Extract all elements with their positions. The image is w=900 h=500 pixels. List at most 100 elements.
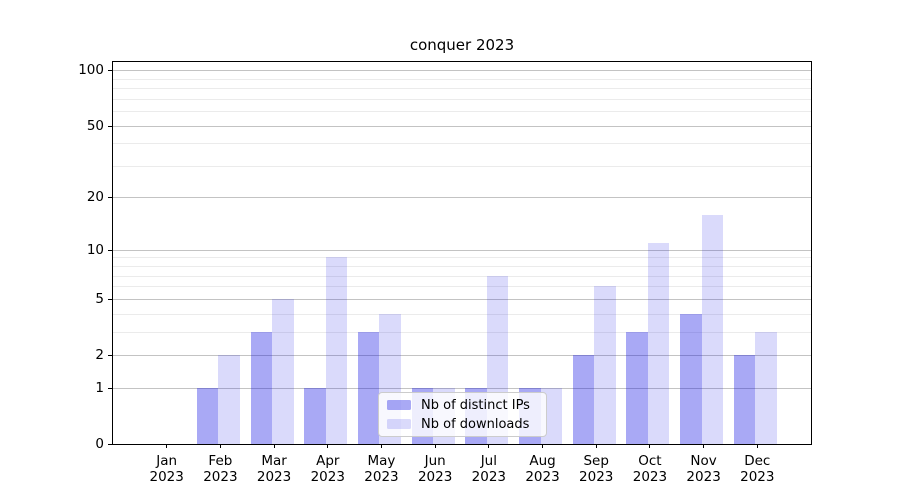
y-tick-label: 50	[86, 117, 104, 134]
bar-distinct-ips	[733, 355, 756, 444]
x-tick-label: Apr 2023	[293, 453, 363, 485]
minor-gridline	[113, 88, 811, 90]
x-tick-year: 2023	[525, 469, 560, 485]
bar-distinct-ips	[196, 387, 219, 444]
x-tick-label: May 2023	[346, 453, 416, 485]
y-tick-label: 1	[95, 379, 104, 396]
bar-downloads	[272, 298, 294, 444]
x-tick-month: Sep	[583, 453, 609, 469]
x-tick-label: Jan 2023	[132, 453, 202, 485]
legend: Nb of distinct IPs Nb of downloads	[378, 392, 547, 437]
x-tick-year: 2023	[740, 469, 775, 485]
minor-gridline	[113, 275, 811, 277]
x-tick-mark	[166, 444, 168, 448]
major-gridline	[113, 70, 811, 72]
minor-gridline	[113, 143, 811, 145]
major-gridline	[113, 125, 811, 127]
x-tick-month: Feb	[208, 453, 233, 469]
x-tick-month: Jan	[156, 453, 178, 469]
x-tick-mark	[219, 444, 221, 448]
x-tick-year: 2023	[686, 469, 721, 485]
legend-swatch	[387, 419, 411, 429]
x-tick-label: Nov 2023	[669, 453, 739, 485]
legend-label: Nb of distinct IPs	[421, 397, 530, 413]
x-tick-mark	[327, 444, 329, 448]
x-tick-label: Dec 2023	[722, 453, 792, 485]
bar-downloads	[647, 242, 670, 444]
bar-downloads	[701, 214, 724, 444]
bar-downloads	[325, 257, 348, 444]
y-tick-label: 100	[78, 62, 104, 79]
x-tick-label: Jun 2023	[400, 453, 470, 485]
x-tick-month: Oct	[638, 453, 662, 469]
bar-distinct-ips	[626, 331, 648, 444]
minor-gridline	[113, 165, 811, 167]
legend-label: Nb of downloads	[421, 416, 530, 432]
x-tick-month: Nov	[690, 453, 717, 469]
y-tick-mark	[108, 125, 113, 127]
minor-gridline	[113, 257, 811, 259]
x-tick-year: 2023	[471, 469, 507, 485]
bar-distinct-ips	[250, 331, 273, 444]
x-tick-month: Aug	[529, 453, 556, 469]
x-tick-label: Mar 2023	[239, 453, 309, 485]
x-tick-label: Jul 2023	[454, 453, 524, 485]
x-tick-mark	[380, 444, 382, 448]
y-axis: 0 1 2 5 10 20 50 100	[0, 62, 104, 452]
x-tick-year: 2023	[417, 469, 453, 485]
plot-area: Nb of distinct IPs Nb of downloads	[112, 61, 812, 445]
chart-title: conquer 2023	[409, 36, 515, 54]
legend-swatch	[387, 400, 411, 410]
x-tick-mark	[703, 444, 705, 448]
x-tick-month: Dec	[744, 453, 771, 469]
minor-gridline	[113, 286, 811, 288]
y-tick-label: 0	[95, 436, 104, 452]
y-tick-mark	[108, 70, 113, 72]
x-tick-mark	[649, 444, 651, 448]
major-gridline	[113, 197, 811, 199]
x-tick-year: 2023	[149, 469, 184, 485]
y-tick-mark	[108, 197, 113, 199]
bar-downloads	[594, 286, 616, 444]
x-tick-label: Oct 2023	[615, 453, 685, 485]
minor-gridline	[113, 111, 811, 112]
y-tick-mark	[108, 298, 113, 300]
x-tick-year: 2023	[364, 469, 399, 485]
x-tick-label: Sep 2023	[561, 453, 631, 485]
minor-gridline	[113, 266, 811, 268]
bar-distinct-ips	[304, 387, 326, 444]
legend-entry: Nb of downloads	[387, 416, 538, 432]
x-tick-mark	[434, 444, 436, 448]
minor-gridline	[113, 331, 811, 333]
bar-downloads	[218, 355, 240, 444]
x-tick-month: Jun	[424, 453, 446, 469]
major-gridline	[113, 298, 811, 300]
minor-gridline	[113, 78, 811, 80]
x-tick-mark	[488, 444, 490, 448]
x-tick-label: Aug 2023	[508, 453, 578, 485]
x-tick-month: Jul	[480, 453, 497, 469]
y-tick-label: 2	[95, 347, 104, 363]
x-tick-month: Mar	[261, 453, 287, 469]
major-gridline	[113, 249, 811, 251]
y-tick-label: 20	[86, 189, 104, 206]
x-tick-year: 2023	[632, 469, 668, 485]
minor-gridline	[113, 98, 811, 100]
x-tick-mark	[595, 444, 597, 448]
x-tick-year: 2023	[203, 469, 238, 485]
x-tick-year: 2023	[256, 469, 292, 485]
bar-distinct-ips	[357, 331, 380, 444]
minor-gridline	[113, 313, 811, 315]
y-tick-mark	[108, 249, 113, 251]
y-tick-label: 5	[95, 290, 104, 307]
x-tick-label: Feb 2023	[185, 453, 255, 485]
major-gridline	[113, 387, 811, 389]
x-tick-year: 2023	[310, 469, 345, 485]
major-gridline	[113, 355, 811, 356]
x-tick-mark	[273, 444, 275, 448]
bar-distinct-ips	[572, 355, 595, 444]
y-tick-mark	[108, 387, 113, 389]
y-tick-mark	[108, 444, 113, 445]
bar-distinct-ips	[680, 313, 702, 444]
